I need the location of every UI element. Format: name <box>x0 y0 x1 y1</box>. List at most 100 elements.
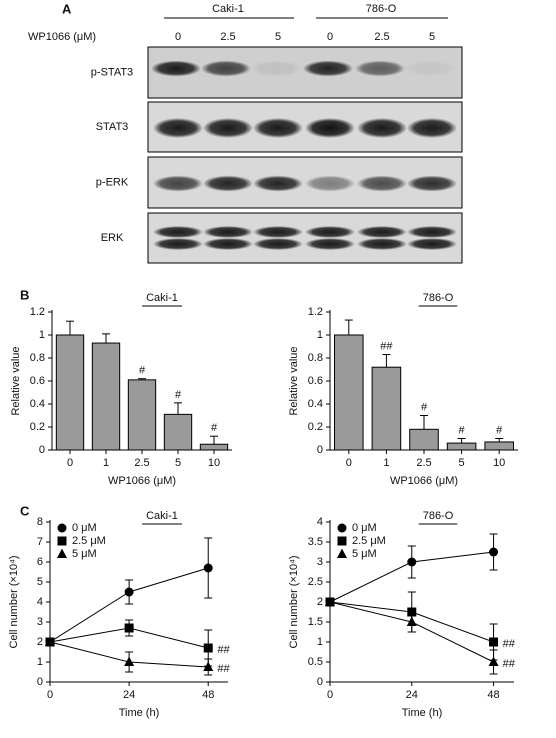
dose-label: 2.5 <box>374 31 389 43</box>
blot-row-label: p-ERK <box>96 176 129 188</box>
bar <box>484 441 514 451</box>
y-tick-label: 1.5 <box>308 616 323 628</box>
marker <box>57 536 67 546</box>
band <box>253 238 303 250</box>
x-tick-label: 2.5 <box>134 457 149 469</box>
group-label: 786-O <box>366 3 397 15</box>
band <box>357 175 407 192</box>
band <box>251 60 301 77</box>
x-tick-label: 24 <box>123 689 135 701</box>
y-tick-label: 0.4 <box>308 398 323 410</box>
band <box>407 238 457 250</box>
x-tick-label: 5 <box>175 457 181 469</box>
panel-label: A <box>62 1 72 16</box>
bar <box>55 334 85 451</box>
annotation: # <box>496 424 503 436</box>
marker <box>407 557 417 567</box>
annotation: ## <box>503 658 516 670</box>
y-tick-label: 1 <box>317 329 323 341</box>
y-tick-label: 4 <box>317 516 323 528</box>
marker <box>57 548 67 558</box>
band <box>355 60 405 77</box>
annotation: # <box>459 424 466 436</box>
y-tick-label: 0.2 <box>30 421 45 433</box>
x-tick-label: 1 <box>103 457 109 469</box>
marker <box>57 523 67 533</box>
annotation: # <box>421 401 428 413</box>
y-tick-label: 1 <box>317 636 323 648</box>
bar <box>446 442 477 451</box>
y-tick-label: 1 <box>37 656 43 668</box>
x-tick-label: 0 <box>47 689 53 701</box>
y-tick-label: 2 <box>317 596 323 608</box>
marker <box>489 637 499 647</box>
y-tick-label: 3 <box>317 556 323 568</box>
bar <box>163 413 193 451</box>
y-tick-label: 0.5 <box>308 656 323 668</box>
band <box>357 238 407 250</box>
dose-label: 0 <box>175 31 181 43</box>
y-tick-label: 2.5 <box>308 576 323 588</box>
marker <box>203 661 214 671</box>
x-tick-label: 48 <box>202 689 214 701</box>
x-tick-label: 10 <box>493 457 505 469</box>
x-tick-label: 0 <box>327 689 333 701</box>
y-tick-label: 0 <box>317 444 323 456</box>
annotation: ## <box>217 644 230 656</box>
dose-label: 5 <box>429 31 435 43</box>
legend-label: 2.5 μM <box>72 535 106 547</box>
marker <box>325 596 335 606</box>
group-label: Caki-1 <box>212 3 244 15</box>
legend-label: 2.5 μM <box>352 535 386 547</box>
x-axis-label: Time (h) <box>402 707 443 719</box>
y-tick-label: 1 <box>39 329 45 341</box>
band <box>405 60 455 77</box>
marker <box>45 636 55 646</box>
y-axis-label: Relative value <box>10 346 22 415</box>
annotation: # <box>139 365 146 377</box>
band <box>305 175 355 192</box>
marker <box>337 548 347 558</box>
band <box>253 226 303 238</box>
bar <box>127 379 157 451</box>
blot-row-label: STAT3 <box>96 121 129 133</box>
marker <box>337 523 347 533</box>
y-tick-label: 0 <box>317 676 323 688</box>
marker <box>124 623 134 633</box>
x-tick-label: 48 <box>487 689 499 701</box>
band <box>407 226 457 238</box>
y-tick-label: 6 <box>37 556 43 568</box>
x-axis-label: WP1066 (μM) <box>108 475 176 487</box>
dose-label: 2.5 <box>220 31 235 43</box>
band <box>203 238 253 250</box>
blot-row-label: p-STAT3 <box>91 66 133 78</box>
treatment-label: WP1066 (μM) <box>28 31 96 43</box>
chart-title: Caki-1 <box>146 510 178 522</box>
y-tick-label: 0.8 <box>30 352 45 364</box>
band <box>303 60 353 77</box>
legend-label: 5 μM <box>352 548 377 560</box>
band <box>151 60 201 77</box>
band <box>305 226 355 238</box>
annotation: # <box>211 422 218 434</box>
band <box>153 118 203 138</box>
y-tick-label: 0.4 <box>30 398 45 410</box>
band <box>253 118 303 138</box>
x-tick-label: 0 <box>67 457 73 469</box>
y-tick-label: 0.6 <box>30 375 45 387</box>
y-tick-label: 0.6 <box>308 375 323 387</box>
band <box>153 226 203 238</box>
y-axis-label: Cell number (×10⁴) <box>8 555 20 648</box>
bar <box>91 342 121 451</box>
band <box>407 175 457 192</box>
band <box>153 238 203 250</box>
annotation: # <box>175 389 182 401</box>
marker <box>124 656 135 666</box>
panel-label: B <box>20 287 29 302</box>
legend-label: 5 μM <box>72 548 97 560</box>
blot-row-label: ERK <box>101 232 124 244</box>
y-tick-label: 3 <box>37 616 43 628</box>
x-tick-label: 2.5 <box>416 457 431 469</box>
band <box>407 118 457 138</box>
